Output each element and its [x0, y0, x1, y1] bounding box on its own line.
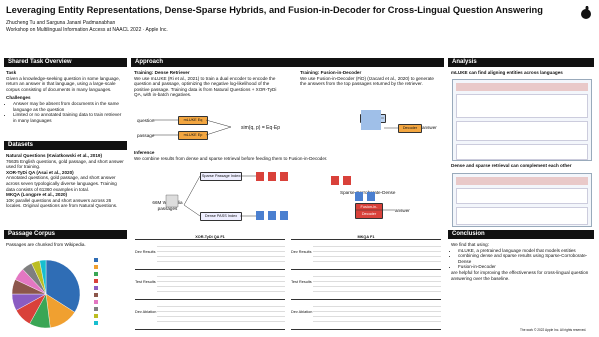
results-table: XOR-TyDi QA F1 Dev Results Test Results Dev… [135, 235, 285, 331]
table-title: XOR-TyDi QA F1 [135, 235, 285, 240]
legend-swatch [94, 258, 98, 262]
legend-swatch [94, 314, 98, 318]
table-group: Dev Ablation [135, 300, 285, 330]
table-cells [313, 243, 441, 266]
dataset-name: Natural Questions (Kwiatkowski et al., 2… [6, 153, 102, 158]
legend-swatch [94, 286, 98, 290]
fid-block: Training: Fusion-in-Decoder We use Fusio… [300, 70, 440, 87]
paragraph: We use mLUKE (Ri et al., 2021) to train … [134, 75, 277, 98]
table-group: Test Results [135, 270, 285, 300]
datasets-body: Natural Questions (Kwiatkowski et al., 2… [6, 153, 125, 209]
label: question [137, 118, 155, 123]
row-label: Dev Results [291, 250, 312, 254]
row-label: Dev Ablation [135, 310, 157, 314]
dense-block: Training: Dense Retriever We use mLUKE (… [134, 70, 284, 98]
paragraph: We find that using: [451, 242, 489, 247]
examples-panel [452, 79, 592, 161]
legend-swatch [94, 321, 98, 325]
examples-panel [452, 173, 592, 227]
table-group: Dev Results [291, 240, 441, 270]
paragraph: Given a knowledge-seeking question in so… [6, 75, 120, 92]
dataset-name: MKQA (Longpre et al., 2020) [6, 192, 68, 198]
subheading: Inference [134, 150, 155, 155]
bullet: Limited or no annotated training data to… [13, 112, 125, 123]
bullet: mLUKE, a pretrained language model that … [458, 248, 591, 254]
box: mLUKE Ep [178, 131, 208, 140]
subheading: Challenges [6, 95, 31, 101]
box: Fusion-in-Decoder [355, 203, 383, 219]
row-label: Dev Results [135, 250, 156, 254]
table-group: Dev Ablation [291, 300, 441, 330]
section-heading: Analysis [448, 58, 594, 67]
section-heading: Shared Task Overview [4, 58, 127, 67]
table-group: Dev Results [135, 240, 285, 270]
inference-block: Inference We combine results from dense … [134, 150, 434, 161]
footer: The work © 2022 Apple Inc. All rights re… [520, 328, 587, 332]
logo [581, 6, 591, 19]
subheading: Training: Dense Retriever [134, 70, 190, 75]
paragraph: are helpful for improving the effectiven… [451, 269, 589, 281]
dataset-text: 10K parallel questions and short answers… [6, 197, 118, 209]
finding: Dense and sparse retrieval can complemen… [451, 163, 572, 168]
box: Sparse Passage Index [200, 172, 242, 181]
row-label: Dev Ablation [291, 310, 313, 314]
legend-swatch [94, 272, 98, 276]
dataset-name: XOR-TyDi QA (Asai et al., 2020) [6, 169, 74, 175]
table-group: Test Results [291, 270, 441, 300]
title: Leveraging Entity Representations, Dense… [6, 5, 543, 15]
overview-body: Task Given a knowledge-seeking question … [6, 70, 125, 123]
legend-swatch [94, 293, 98, 297]
table-cells [157, 303, 285, 326]
paragraph: We use Fusion-in-Decoder (FiD) (Izacard … [300, 75, 434, 87]
dataset-text: 76635 English questions, gold passage, a… [6, 158, 124, 170]
results-table: MKQA F1 Dev Results Test Results Dev Ablati… [291, 235, 441, 331]
row-label: Test Results [291, 280, 312, 284]
formula: sim(q, p) = Eq·Ep [241, 125, 280, 131]
authors: Zhucheng Tu and Sarguna Janani Padmanabh… [6, 20, 116, 26]
label: answer [422, 125, 437, 130]
pie-slice [39, 259, 47, 295]
dataset-text: Annotated questions, gold passage, and s… [6, 175, 117, 192]
bullet: Fusion-in-Decoder [458, 264, 591, 270]
bullet: Answer may be absent from documents in t… [13, 101, 125, 112]
box: Dense PASS Index [200, 212, 242, 221]
box: Decoder [398, 124, 422, 133]
results: XOR-TyDi QA F1 Dev Results Test Results Dev… [131, 231, 444, 333]
table-cells [157, 273, 285, 296]
table-cells [157, 243, 285, 266]
label: answer [395, 208, 410, 213]
legend-swatch [94, 300, 98, 304]
venue: Workshop on Multilingual Information Acc… [6, 27, 168, 33]
conclusion-body: We find that using: mLUKE, a pretrained … [451, 242, 591, 281]
subheading: Task [6, 70, 17, 75]
section-heading: Datasets [4, 141, 127, 150]
row-label: Test Results [135, 280, 156, 284]
legend-swatch [94, 279, 98, 283]
section-heading: Passage Corpus [4, 230, 127, 239]
section-heading: Conclusion [448, 230, 594, 239]
finding: mLUKE can find aligning entities across … [451, 70, 563, 75]
legend-swatch [94, 307, 98, 311]
section-heading: Approach [131, 58, 444, 67]
bullet: combining dense and sparse results using… [458, 253, 591, 264]
paragraph: We combine results from dense and sparse… [134, 155, 328, 161]
legend-swatch [94, 265, 98, 269]
table-cells [313, 303, 441, 326]
subheading: Training: Fusion-in-Decoder [300, 70, 362, 75]
corpus-text: Passages are chunked from Wikipedia. [6, 242, 86, 247]
diagram-shapes: sim(q, p) = Eq·Ep [153, 110, 398, 220]
table-cells [313, 273, 441, 296]
table-title: MKQA F1 [291, 235, 441, 240]
label: passage [137, 133, 155, 138]
pie-chart [11, 258, 98, 329]
